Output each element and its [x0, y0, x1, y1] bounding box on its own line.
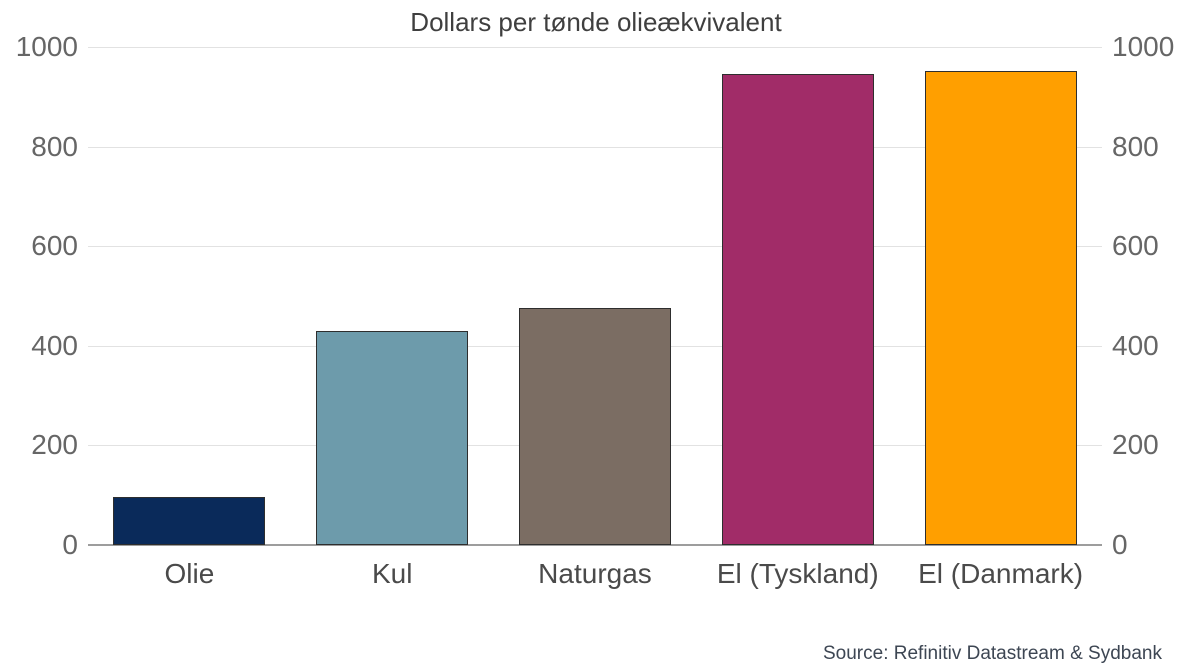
y-tick-label-right: 400	[1112, 329, 1159, 361]
y-tick-label-right: 0	[1112, 529, 1128, 560]
y-tick-label-left: 400	[31, 329, 78, 361]
x-axis-line	[88, 544, 1102, 546]
plot-area	[88, 47, 1102, 546]
gridline	[88, 146, 1102, 148]
gridline	[88, 47, 1102, 48]
bar-kul	[316, 330, 469, 545]
x-category-label-el-danmark: El (Danmark)	[918, 558, 1084, 589]
y-tick-label-right: 1000	[1112, 31, 1175, 62]
bar-naturgas	[519, 308, 671, 545]
y-tick-label-left: 600	[31, 230, 78, 262]
x-category-label-naturgas: Naturgas	[538, 558, 652, 589]
chart-title: Dollars per tønde olieækvivalent	[410, 7, 782, 37]
y-tick-label-right: 800	[1112, 130, 1159, 162]
x-category-label-olie: Olie	[164, 558, 215, 589]
x-category-label-kul: Kul	[371, 558, 413, 589]
x-category-label-el-tyskland: El (Tyskland)	[716, 558, 879, 589]
y-tick-label-right: 200	[1112, 429, 1159, 461]
y-tick-label-left: 1000	[15, 31, 78, 62]
y-tick-label-right: 600	[1112, 230, 1159, 262]
y-tick-label-left: 800	[31, 130, 78, 162]
y-tick-label-left: 200	[31, 429, 78, 461]
bar-el-danmark	[924, 70, 1077, 545]
gridline	[88, 246, 1102, 248]
bar-el-tyskland	[721, 74, 874, 545]
x-axis-category-labels: Olie Kul Naturgas El (Tyskland) El (Danmark)	[88, 558, 1102, 594]
y-tick-label-left: 0	[62, 529, 78, 560]
source-attribution: Source: Refinitiv Datastream & Sydbank	[823, 643, 1162, 664]
bar-olie	[113, 496, 266, 545]
